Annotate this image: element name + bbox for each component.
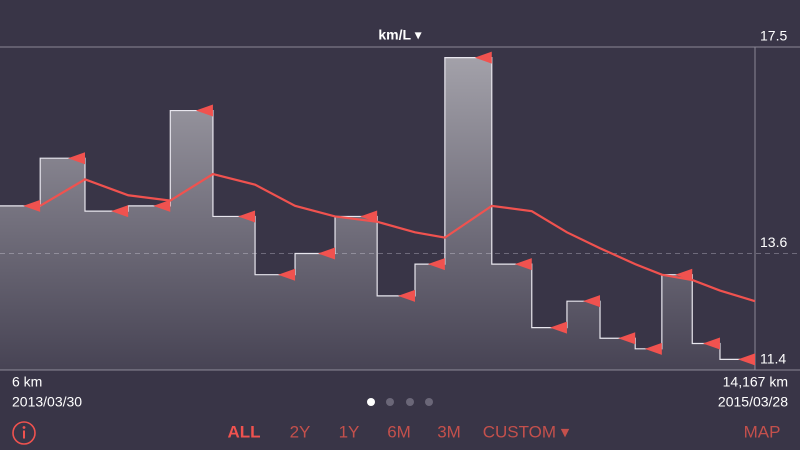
end-distance: 14,167 km: [723, 374, 788, 390]
start-date: 2013/03/30: [12, 394, 82, 410]
step-area: [0, 57, 755, 371]
info-circle: [12, 421, 36, 445]
fill-up-marker: [195, 104, 213, 117]
fill-up-marker: [474, 51, 492, 64]
page-dot[interactable]: [386, 398, 394, 406]
end-date: 2015/03/28: [718, 394, 788, 410]
info-button[interactable]: [12, 421, 36, 445]
page-dot[interactable]: [425, 398, 433, 406]
unit-selector[interactable]: km/L ▾: [378, 27, 421, 43]
range-button[interactable]: CUSTOM ▾: [483, 422, 570, 441]
page-dot[interactable]: [367, 398, 375, 406]
fill-up-marker: [111, 205, 129, 218]
range-button[interactable]: 1Y: [339, 422, 360, 441]
y-tick-label: 11.4: [760, 351, 786, 367]
fill-up-marker: [675, 268, 693, 281]
fill-up-marker: [702, 337, 720, 350]
y-tick-label: 17.5: [760, 28, 787, 44]
fill-up-marker: [427, 258, 445, 271]
fill-up-marker: [67, 152, 85, 165]
fill-up-marker: [23, 199, 41, 212]
y-tick-label: 13.6: [760, 234, 787, 250]
fill-up-marker: [238, 210, 256, 223]
fill-up-marker: [398, 289, 416, 302]
fill-up-marker: [644, 342, 662, 355]
info-stem: [23, 430, 25, 439]
range-button[interactable]: 6M: [387, 422, 411, 441]
range-button[interactable]: 2Y: [290, 422, 311, 441]
fill-up-marker: [318, 247, 336, 260]
start-distance: 6 km: [12, 374, 42, 390]
fill-up-marker: [738, 353, 755, 366]
fill-up-marker: [514, 258, 532, 271]
page-dots: [367, 398, 433, 406]
fill-up-marker: [549, 321, 567, 334]
page-dot[interactable]: [406, 398, 414, 406]
range-button[interactable]: ALL: [227, 422, 260, 441]
fill-up-marker: [583, 295, 601, 308]
info-dot: [22, 426, 26, 429]
fill-up-marker: [618, 332, 636, 345]
fill-up-marker: [360, 210, 378, 223]
map-button[interactable]: MAP: [744, 422, 781, 441]
average-line: [39, 172, 756, 303]
range-button[interactable]: 3M: [437, 422, 461, 441]
fill-up-marker: [278, 268, 296, 281]
fill-up-marker: [153, 199, 171, 212]
